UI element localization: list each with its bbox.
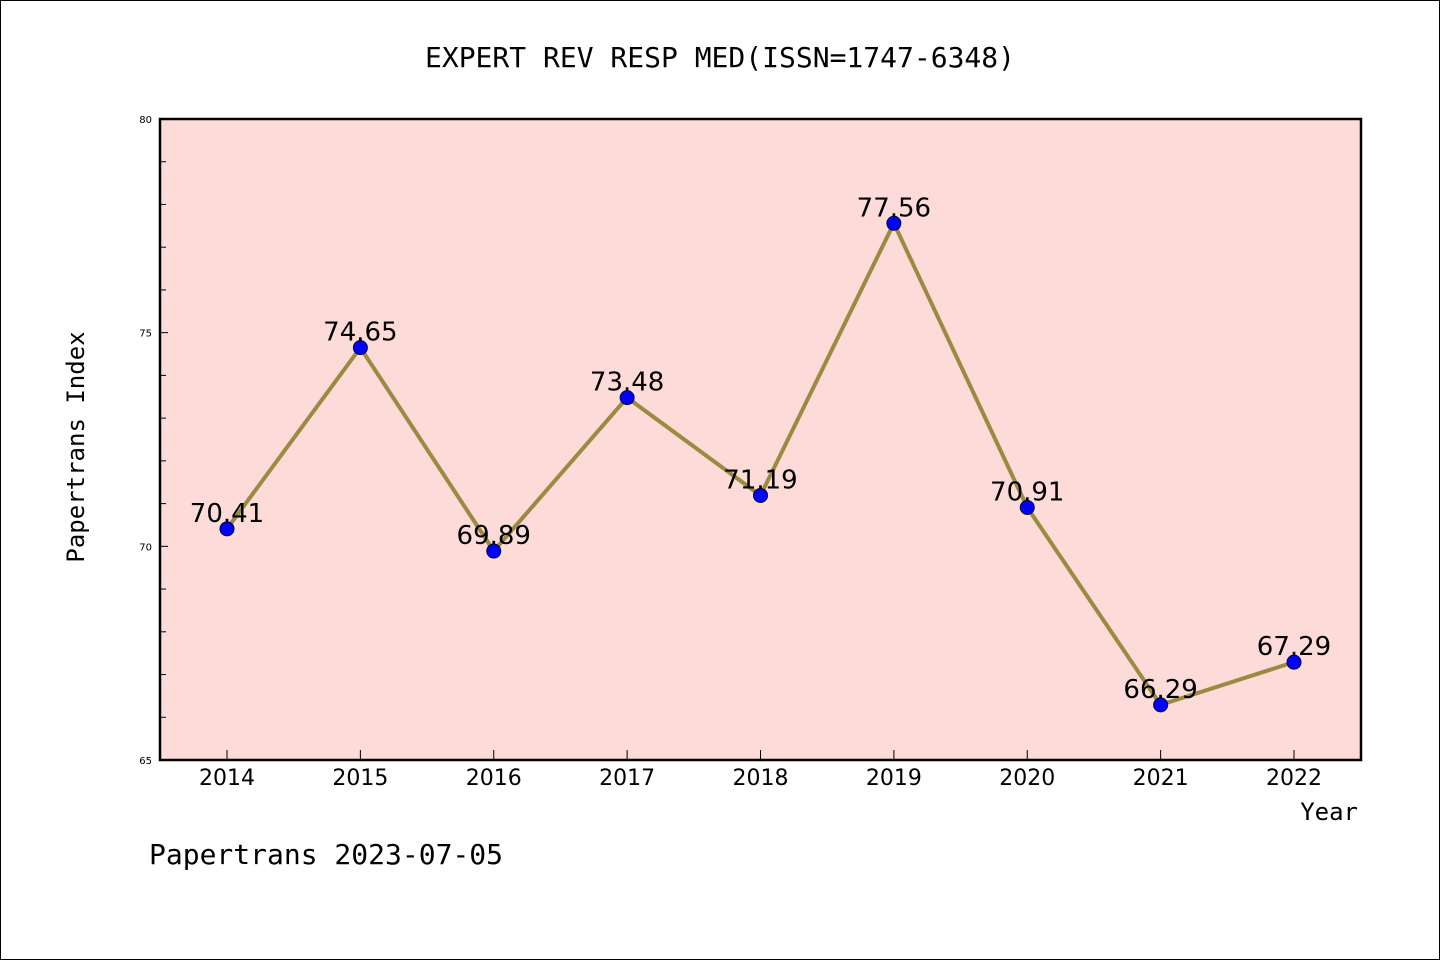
x-tick-label: 2021 <box>1133 766 1189 791</box>
x-tick-label: 2019 <box>866 766 922 791</box>
footer-text: Papertrans 2023-07-05 <box>149 838 503 871</box>
data-point <box>352 340 368 356</box>
x-axis-label: Year <box>1300 798 1358 826</box>
y-axis-label: Papertrans Index <box>62 331 90 562</box>
data-point <box>619 390 635 406</box>
data-point <box>219 521 235 537</box>
data-point <box>1153 697 1169 713</box>
x-axis: 2014 2015 2016 2017 2018 2019 2020 2021 2022 <box>199 750 1322 791</box>
data-point <box>486 543 502 559</box>
chart-title: EXPERT REV RESP MED(ISSN=1747-6348) <box>425 41 1015 74</box>
data-label: 70.91 <box>990 477 1064 507</box>
y-tick-label: 75 <box>139 329 152 340</box>
plot-area <box>160 119 1361 760</box>
y-tick-label: 70 <box>139 542 152 553</box>
plot-border <box>158 117 1363 762</box>
x-tick-label: 2022 <box>1266 766 1322 791</box>
x-tick-label: 2020 <box>999 766 1055 791</box>
data-label: 77.56 <box>857 193 931 223</box>
data-label: 70.41 <box>190 499 264 529</box>
data-point <box>1019 499 1035 515</box>
y-tick-label: 65 <box>139 756 152 767</box>
x-tick-label: 2015 <box>332 766 388 791</box>
x-tick-label: 2014 <box>199 766 255 791</box>
y-tick-label: 80 <box>139 115 152 126</box>
data-label: 71.19 <box>723 465 797 495</box>
x-tick-label: 2016 <box>466 766 522 791</box>
series-line-group <box>219 215 1302 713</box>
x-tick-label: 2018 <box>733 766 789 791</box>
data-point <box>753 487 768 503</box>
data-label: 69.89 <box>457 521 531 551</box>
x-tick-label: 2017 <box>599 766 655 791</box>
data-point <box>1286 654 1302 670</box>
data-label: 73.48 <box>590 368 664 398</box>
value-labels-group: 70.41 74.65 69.89 73.48 71.19 77.56 70.91 66.29… <box>190 193 1331 705</box>
data-label: 67.29 <box>1257 632 1331 662</box>
data-point <box>886 215 902 231</box>
data-label: 74.65 <box>323 318 397 348</box>
data-label: 66.29 <box>1123 675 1197 705</box>
